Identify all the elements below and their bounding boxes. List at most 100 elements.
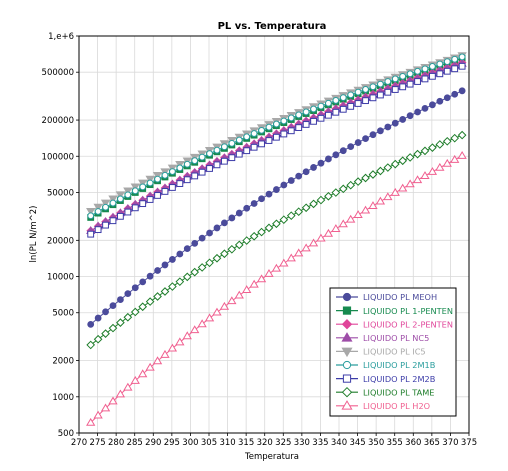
data-point bbox=[436, 60, 444, 68]
data-point bbox=[123, 187, 133, 196]
data-point bbox=[161, 261, 169, 269]
data-point bbox=[308, 238, 319, 247]
legend-label: LIQUIDO PL NC5 bbox=[363, 333, 429, 343]
data-point bbox=[280, 117, 288, 125]
data-point bbox=[295, 111, 303, 119]
data-point bbox=[160, 349, 170, 358]
x-tick-label: 340 bbox=[331, 438, 347, 448]
data-point bbox=[435, 162, 445, 171]
data-point bbox=[93, 334, 103, 344]
data-point bbox=[398, 183, 408, 192]
data-point bbox=[198, 168, 206, 176]
data-point bbox=[176, 250, 184, 258]
data-point bbox=[368, 170, 378, 179]
x-tick-label: 320 bbox=[257, 438, 273, 448]
data-point bbox=[442, 136, 452, 146]
data-point bbox=[391, 119, 399, 127]
x-tick-label: 275 bbox=[89, 438, 105, 448]
data-point bbox=[317, 114, 325, 122]
series-line bbox=[90, 62, 463, 232]
data-point bbox=[451, 55, 459, 63]
data-point bbox=[219, 301, 230, 310]
legend-marker bbox=[341, 318, 353, 330]
data-point bbox=[272, 219, 281, 229]
data-point bbox=[258, 126, 265, 134]
data-point bbox=[213, 146, 221, 154]
legend: LIQUIDO PL MEOH LIQUIDO PL 1-PENTEN LIQUID… bbox=[329, 287, 457, 417]
data-point bbox=[228, 139, 236, 147]
data-point bbox=[131, 187, 139, 195]
data-point bbox=[399, 72, 407, 80]
data-point bbox=[197, 263, 207, 272]
data-point bbox=[406, 70, 414, 78]
data-point bbox=[421, 105, 429, 112]
data-point bbox=[412, 175, 423, 184]
data-point bbox=[325, 111, 332, 119]
data-point bbox=[139, 183, 147, 191]
y-tick-label: 500 bbox=[58, 429, 74, 439]
data-point bbox=[280, 130, 288, 138]
data-point bbox=[93, 410, 103, 419]
data-point bbox=[131, 284, 139, 292]
data-point bbox=[369, 94, 377, 102]
data-point bbox=[227, 296, 237, 305]
data-point bbox=[117, 195, 124, 203]
legend-label: LIQUIDO PL 2M2B bbox=[363, 374, 436, 384]
data-point bbox=[414, 78, 421, 85]
legend-label: LIQUIDO PL H2O bbox=[363, 401, 430, 411]
data-point bbox=[429, 72, 436, 80]
data-point bbox=[325, 99, 332, 107]
data-point bbox=[414, 67, 421, 75]
data-point bbox=[301, 203, 311, 213]
data-point bbox=[325, 155, 332, 163]
data-point bbox=[354, 100, 362, 107]
data-point bbox=[227, 244, 237, 254]
data-point bbox=[398, 156, 408, 166]
x-ticks: 270 275 280 285 290 295 300 305 310 315 320 325 330 3… bbox=[71, 433, 477, 448]
y-ticks: 500 1000 2000 5000 10000 20000 50000 100000 2000… bbox=[42, 32, 79, 439]
data-point bbox=[451, 65, 459, 73]
data-point bbox=[295, 172, 303, 180]
data-point bbox=[94, 208, 102, 215]
data-point bbox=[221, 157, 228, 165]
data-point bbox=[139, 278, 147, 286]
data-point bbox=[428, 143, 437, 152]
data-point bbox=[102, 203, 109, 211]
data-point bbox=[146, 196, 154, 203]
data-point bbox=[287, 177, 295, 184]
data-point bbox=[123, 312, 133, 322]
data-point bbox=[191, 157, 199, 165]
data-point bbox=[249, 231, 259, 241]
data-point bbox=[332, 151, 340, 159]
data-point bbox=[436, 70, 444, 78]
data-point bbox=[265, 123, 273, 131]
data-point bbox=[117, 296, 124, 303]
data-point bbox=[405, 153, 415, 162]
data-point bbox=[273, 186, 280, 193]
data-point bbox=[108, 323, 118, 333]
data-point bbox=[316, 195, 326, 205]
data-point bbox=[258, 140, 265, 148]
data-point bbox=[145, 297, 155, 306]
x-tick-label: 360 bbox=[405, 438, 421, 448]
data-point bbox=[243, 147, 251, 155]
data-point bbox=[406, 80, 414, 88]
data-point bbox=[191, 239, 199, 247]
data-point bbox=[421, 75, 429, 83]
data-point bbox=[145, 175, 155, 184]
x-tick-label: 350 bbox=[368, 438, 384, 448]
data-point bbox=[100, 403, 111, 412]
data-point bbox=[384, 123, 392, 131]
data-point bbox=[375, 196, 386, 205]
data-point bbox=[86, 340, 96, 350]
data-point bbox=[420, 171, 430, 179]
data-point bbox=[310, 117, 317, 125]
data-point bbox=[362, 135, 369, 143]
data-point bbox=[161, 188, 169, 195]
data-point bbox=[257, 227, 266, 237]
data-point bbox=[346, 214, 356, 223]
legend-marker bbox=[342, 374, 352, 383]
data-point bbox=[86, 207, 96, 216]
data-point bbox=[131, 204, 139, 212]
data-point bbox=[301, 243, 311, 252]
